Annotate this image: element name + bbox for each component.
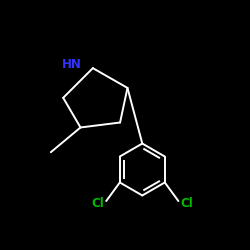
- Text: Cl: Cl: [181, 197, 194, 210]
- Text: Cl: Cl: [91, 197, 104, 210]
- Text: HN: HN: [62, 58, 82, 71]
